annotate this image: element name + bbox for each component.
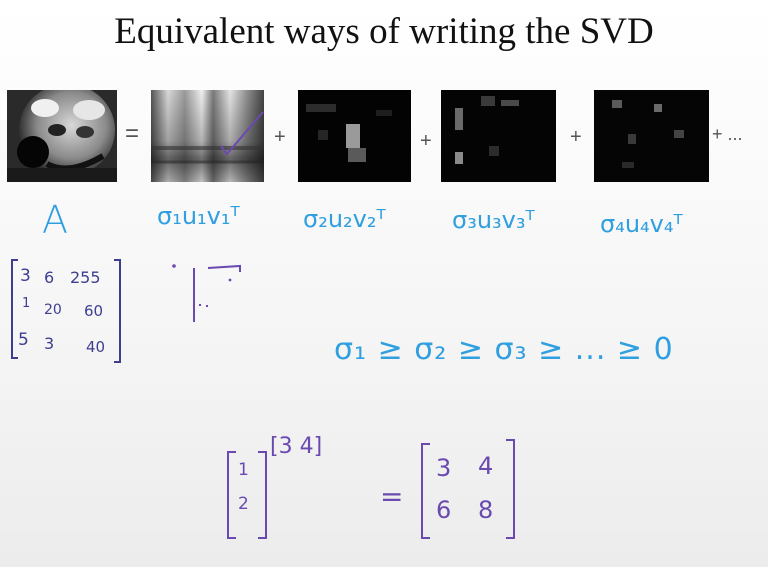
plus-sign-1: +	[274, 126, 286, 148]
rank1-pattern-2	[298, 90, 411, 182]
outer-product-brackets	[227, 439, 515, 539]
matrix-a-r1c3: 255	[70, 268, 101, 287]
matrix-a-r2c2: 20	[44, 302, 62, 318]
rank1-image-1	[151, 90, 264, 182]
purple-check-stroke	[220, 111, 264, 156]
matrix-a-r3c3: 40	[86, 338, 106, 356]
outer-product-equals: =	[380, 480, 404, 513]
matrix-a-r1c2: 6	[44, 268, 55, 287]
rank1-image-2	[298, 90, 411, 182]
scribble-mark	[172, 264, 241, 322]
outer-product-example: 1 2 [3 4] = 3 4 6 8	[224, 434, 524, 544]
singular-value-ordering: σ₁ ≥ σ₂ ≥ σ₃ ≥ ... ≥ 0	[334, 332, 674, 367]
matrix-a-brackets	[11, 259, 121, 363]
matrix-a-r2c1: 1	[22, 296, 31, 311]
rank1-image-3	[441, 90, 556, 182]
label-term-2: σ₂u₂v₂ᵀ	[303, 205, 386, 233]
label-term-3: σ₃u₃v₃ᵀ	[452, 206, 535, 234]
equals-sign: =	[125, 120, 140, 147]
slide-title: Equivalent ways of writing the SVD	[114, 11, 654, 52]
result-r2c2: 8	[478, 496, 494, 524]
plus-sign-3: +	[570, 126, 582, 148]
row-vector: [3 4]	[270, 434, 323, 459]
column-vector-2: 2	[238, 494, 249, 514]
image-a	[7, 90, 117, 182]
label-term-4: σ₄u₄v₄ᵀ	[600, 210, 683, 238]
matrix-a-r1c1: 3	[20, 266, 31, 286]
result-r1c2: 4	[478, 452, 494, 480]
matrix-a-r2c3: 60	[84, 302, 104, 320]
rank1-pattern-4	[594, 90, 709, 182]
column-vector-1: 1	[238, 460, 249, 480]
matrix-a: 3 6 255 1 20 60 5 3 40	[10, 258, 124, 368]
rank1-image-4	[594, 90, 709, 182]
label-a: A	[42, 198, 68, 242]
matrix-a-r3c2: 3	[44, 334, 55, 353]
plus-sign-2: +	[420, 130, 432, 152]
label-term-1: σ₁u₁v₁ᵀ	[157, 202, 240, 230]
matrix-a-r3c1: 5	[18, 330, 29, 350]
plus-ellipsis: + ...	[712, 124, 743, 144]
result-r2c1: 6	[436, 496, 452, 524]
clown-image	[7, 90, 117, 182]
rank1-pattern-1	[151, 90, 264, 182]
rank1-pattern-3	[441, 90, 556, 182]
result-r1c1: 3	[436, 454, 452, 482]
